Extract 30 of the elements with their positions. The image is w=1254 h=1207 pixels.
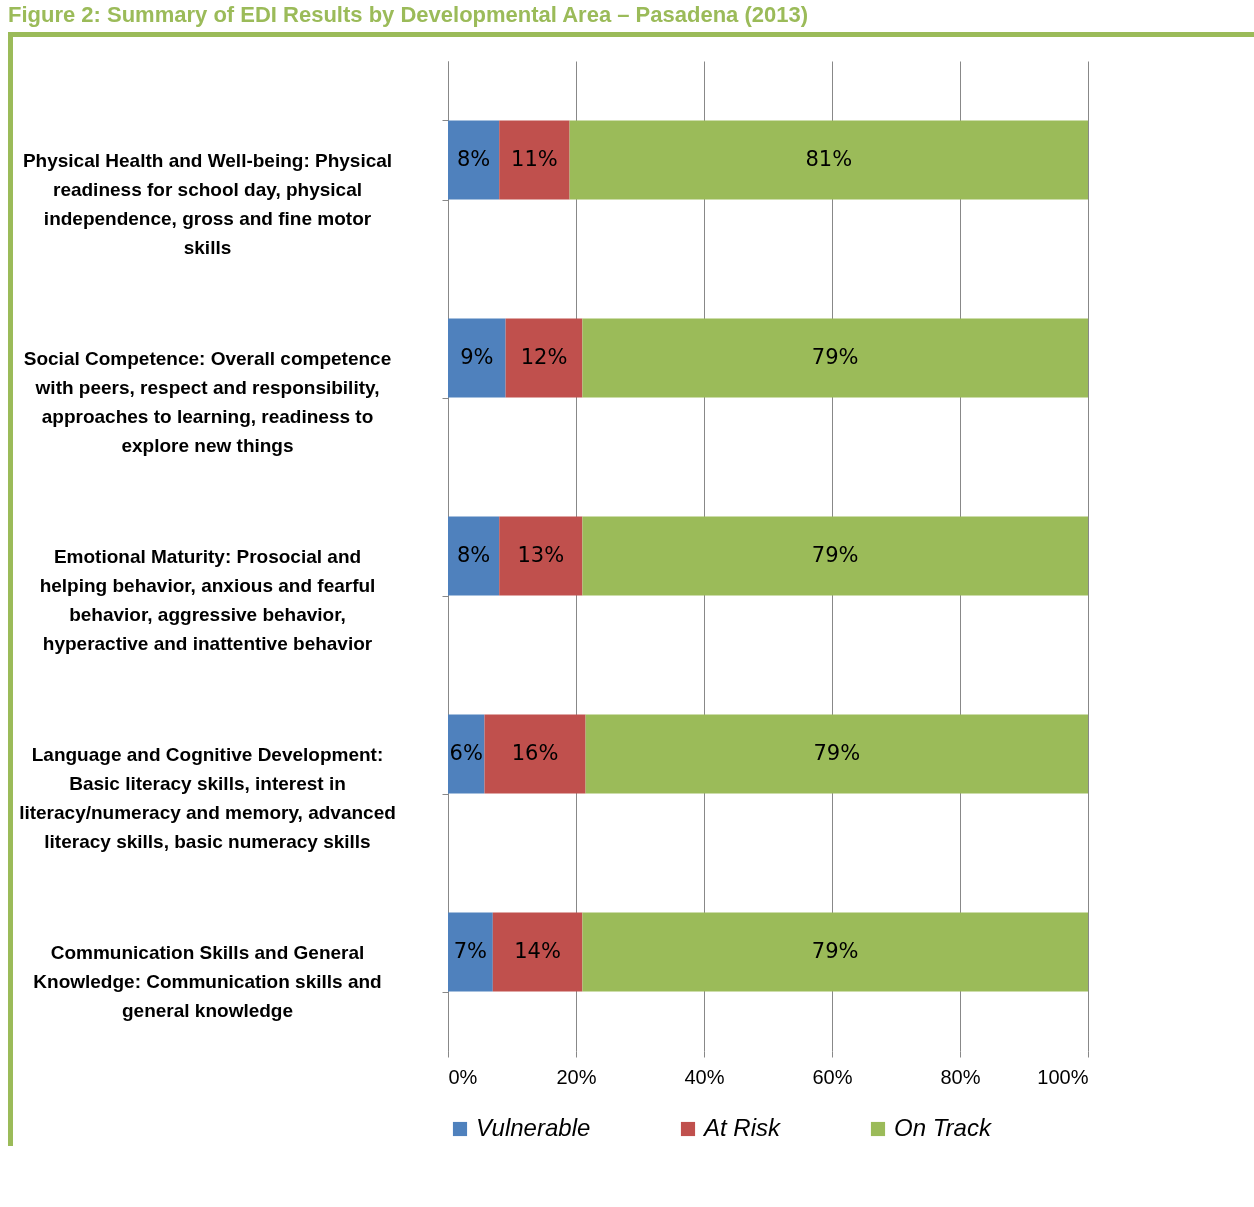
- data-label: 79%: [811, 939, 859, 963]
- chart-title: Figure 2: Summary of EDI Results by Developmental Area – Pasadena (2013): [7, 1, 810, 29]
- data-label: 6%: [449, 741, 483, 765]
- data-label: 81%: [805, 147, 853, 171]
- y-tick-label: Social Competence: Overall competence with peers, respect and responsibility, approaches to learning, readiness to explore new things: [23, 347, 392, 456]
- data-label: 13%: [517, 543, 565, 567]
- data-label: 14%: [514, 939, 561, 963]
- data-label: 16%: [511, 741, 559, 765]
- x-tick-label: 40%: [684, 1065, 725, 1088]
- x-tick-label: 100%: [1037, 1065, 1089, 1088]
- y-tick-label: Communication Skills and General Knowledge: Communication skills and general knowledge: [33, 941, 382, 1021]
- data-label: 11%: [511, 147, 558, 171]
- y-tick-label: Physical Health and Well-being: Physical readiness for school day, physical independence, gross and fine motor skills: [22, 149, 393, 258]
- data-label: 8%: [456, 147, 491, 171]
- x-tick-label: 80%: [940, 1065, 981, 1088]
- x-tick-label: 0%: [448, 1065, 478, 1088]
- legend-label: At Risk: [702, 1114, 783, 1141]
- data-label: 9%: [460, 345, 494, 369]
- y-tick-label: Language and Cognitive Development: Basic literacy skills, interest in literacy/numeracy and memory, advanced literacy skills, basic numeracy skills: [19, 743, 396, 852]
- data-label: 79%: [811, 543, 859, 567]
- x-tick-label: 60%: [812, 1065, 853, 1088]
- data-label: 7%: [453, 939, 488, 963]
- data-label: 12%: [520, 345, 568, 369]
- data-label: 79%: [813, 741, 861, 765]
- data-label: 79%: [811, 345, 859, 369]
- data-label: 8%: [456, 543, 491, 567]
- y-tick-label: Emotional Maturity: Prosocial and helping behavior, anxious and fearful behavior, aggressive behavior, hyperactive and inattentive behavior: [39, 545, 376, 654]
- x-tick-label: 20%: [556, 1065, 597, 1088]
- legend-label: On Track: [894, 1114, 993, 1141]
- legend-label: Vulnerable: [476, 1114, 591, 1141]
